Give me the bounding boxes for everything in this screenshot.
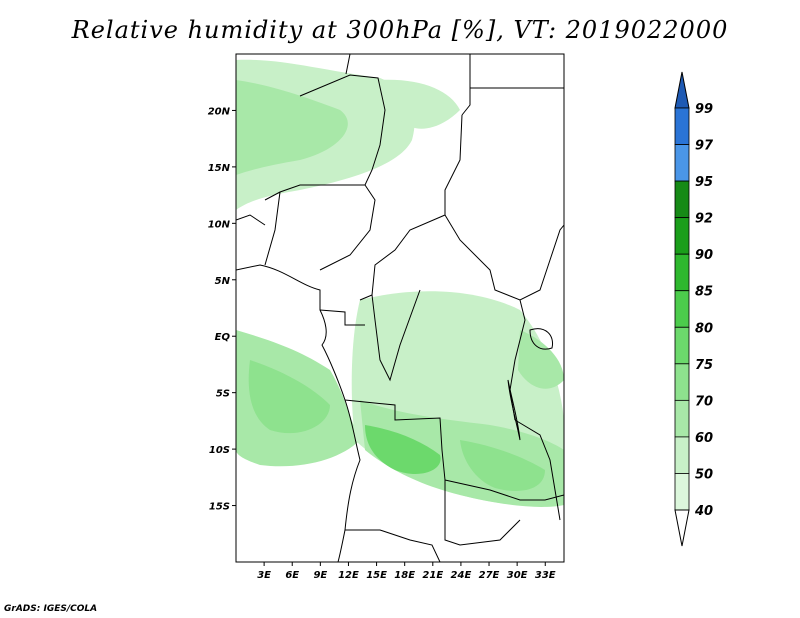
colorbar-label: 95	[695, 175, 713, 190]
lat-tick-label: 5S	[216, 389, 230, 400]
lat-tick-label: 10N	[208, 219, 231, 230]
lon-tick-label: 12E	[338, 570, 359, 581]
border-line-16	[345, 529, 441, 562]
map-frame	[235, 53, 565, 563]
border-line-17	[514, 419, 561, 521]
colorbar-top-arrow	[674, 71, 690, 109]
border-line-9	[444, 214, 564, 301]
lon-tick-label: 24E	[451, 570, 472, 581]
lat-tick-label: 20N	[208, 106, 231, 117]
colorbar: 40 50 60 70 75 80 85 90 92 95 97 99	[674, 71, 714, 547]
border-line-3	[461, 54, 471, 116]
border-line-7	[264, 191, 281, 266]
border-line-15	[444, 480, 521, 546]
colorbar-swatch	[674, 180, 690, 219]
colorbar-swatch	[674, 436, 690, 474]
lon-tick-label: 6E	[285, 570, 299, 581]
country-borders	[236, 54, 564, 562]
colorbar-label: 99	[695, 102, 713, 117]
lat-tick-label: 15N	[208, 163, 231, 174]
colorbar-label: 50	[695, 467, 713, 482]
lon-tick-label: 27E	[479, 570, 500, 581]
colorbar-swatch	[674, 107, 690, 145]
humidity-region-zambia-core	[460, 440, 545, 491]
colorbar-swatch	[674, 399, 690, 438]
humidity-region-northeast	[380, 79, 460, 129]
border-line-13	[344, 399, 446, 481]
humidity-region-angola-core	[365, 425, 441, 475]
border-line-1	[264, 74, 386, 201]
colorbar-label: 75	[695, 358, 713, 373]
colorbar-label: 85	[695, 285, 713, 300]
colorbar-swatch	[674, 326, 690, 365]
border-line-11	[371, 289, 421, 382]
colorbar-swatch	[674, 290, 690, 328]
lat-tick-label: 5N	[215, 276, 231, 287]
longitude-axis: 3E 6E 9E 12E 15E 18E 21E 24E 27E 30E 33E	[257, 562, 556, 581]
colorbar-label: 80	[695, 321, 713, 336]
colorbar-swatch	[674, 363, 690, 401]
border-line-2	[345, 54, 351, 75]
border-line-14	[444, 479, 564, 501]
colorbar-label: 40	[694, 504, 713, 519]
colorbar-label: 92	[695, 212, 713, 227]
lat-tick-label: EQ	[215, 332, 231, 343]
colorbar-swatch	[674, 217, 690, 255]
colorbar-label: 70	[695, 394, 713, 409]
lon-tick-label: 18E	[394, 570, 415, 581]
colorbar-bottom-arrow	[674, 509, 690, 547]
colorbar-swatch	[674, 253, 690, 292]
lake-victoria	[529, 328, 554, 350]
colorbar-label: 97	[695, 139, 714, 154]
humidity-region-northwest-core	[236, 80, 348, 175]
border-line-10	[319, 309, 365, 326]
lon-tick-label: 3E	[257, 570, 271, 581]
lon-tick-label: 21E	[422, 570, 443, 581]
humidity-region-great-lakes	[518, 330, 564, 389]
lon-tick-label: 30E	[507, 570, 528, 581]
lake-tanganyika	[507, 379, 521, 441]
grads-credit: GrADS: IGES/COLA	[4, 604, 98, 614]
humidity-field	[236, 59, 564, 507]
humidity-region-west-coast-core	[248, 360, 330, 434]
colorbar-swatch	[674, 144, 690, 182]
colorbar-label: 90	[695, 248, 713, 263]
border-line-8	[236, 214, 266, 226]
lon-tick-label: 15E	[366, 570, 387, 581]
lon-tick-label: 9E	[313, 570, 327, 581]
lat-tick-label: 15S	[209, 502, 230, 513]
map-title: Relative humidity at 300hPa [%], VT: 201…	[71, 16, 729, 44]
latitude-axis: 20N 15N 10N 5N EQ 5S 10S 15S	[208, 106, 236, 513]
border-line-6	[319, 184, 376, 271]
colorbar-swatch	[674, 473, 690, 511]
colorbar-label: 60	[695, 431, 713, 446]
lat-tick-label: 10S	[209, 445, 230, 456]
lon-tick-label: 33E	[535, 570, 556, 581]
border-line-5	[359, 114, 463, 301]
